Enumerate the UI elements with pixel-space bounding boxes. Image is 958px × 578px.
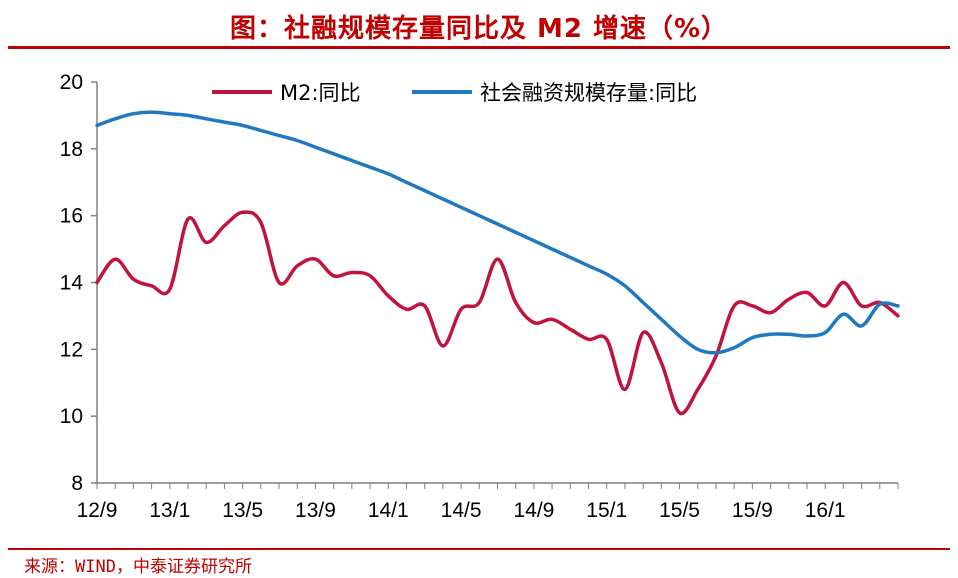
x-tick-label: 16/1 (805, 499, 846, 522)
chart-title: 图：社融规模存量同比及 M2 增速（%） (229, 14, 729, 44)
y-tick-label: 14 (60, 272, 84, 295)
x-tick-label: 14/5 (441, 499, 482, 522)
y-tick-label: 12 (60, 338, 83, 361)
series-line-tsf-stock-yoy (95, 110, 900, 355)
source-note: 来源：WIND，中泰证券研究所 (24, 557, 252, 577)
x-tick-label: 13/1 (149, 499, 190, 522)
y-tick-label: 10 (60, 405, 83, 428)
x-tick-label: 14/9 (513, 499, 554, 522)
y-tick-label: 18 (60, 138, 83, 161)
x-tick-label: 14/1 (368, 499, 409, 522)
series-line-m2-yoy (95, 210, 900, 416)
x-tick-label: 12/9 (77, 499, 118, 522)
x-tick-label: 15/9 (732, 499, 773, 522)
footer-rule (8, 548, 950, 550)
y-tick-label: 8 (71, 472, 83, 495)
title-rule (8, 46, 950, 49)
y-tick-label: 20 (60, 71, 83, 94)
legend-label-m2-yoy: M2:同比 (280, 81, 361, 105)
x-tick-label: 15/5 (659, 499, 700, 522)
y-tick-label: 16 (60, 205, 83, 228)
x-tick-label: 13/9 (295, 499, 336, 522)
legend-label-tsf-stock-yoy: 社会融资规模存量:同比 (480, 81, 697, 105)
title-bar: 图：社融规模存量同比及 M2 增速（%） (0, 0, 958, 49)
x-tick-label: 15/1 (586, 499, 627, 522)
x-tick-label: 13/5 (222, 499, 263, 522)
